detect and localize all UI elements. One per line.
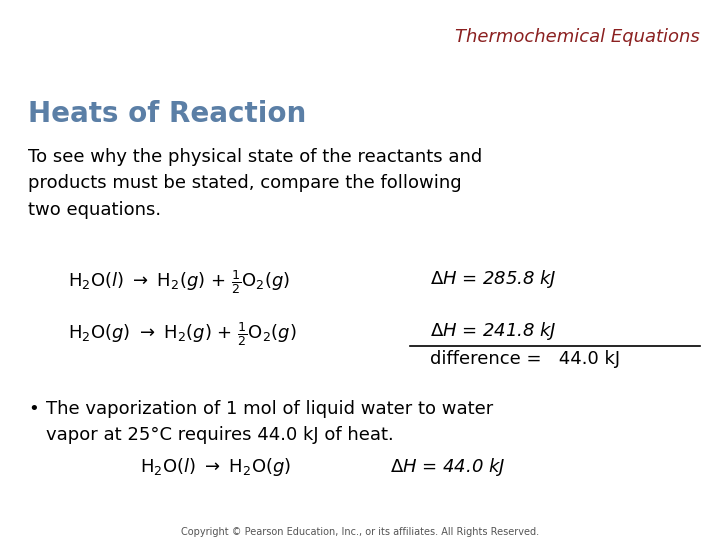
Text: •: • <box>28 400 39 418</box>
Text: difference =   44.0 kJ: difference = 44.0 kJ <box>430 350 620 368</box>
Text: Copyright © Pearson Education, Inc., or its affiliates. All Rights Reserved.: Copyright © Pearson Education, Inc., or … <box>181 527 539 537</box>
Text: H$_2$O($g$) $\rightarrow$ H$_2$($g$) + $\frac{1}{2}$O$_2$($g$): H$_2$O($g$) $\rightarrow$ H$_2$($g$) + $… <box>68 320 297 348</box>
Text: The vaporization of 1 mol of liquid water to water
vapor at 25°C requires 44.0 k: The vaporization of 1 mol of liquid wate… <box>46 400 493 444</box>
Text: $\Delta H$ = 285.8 kJ: $\Delta H$ = 285.8 kJ <box>430 268 557 290</box>
Text: Thermochemical Equations: Thermochemical Equations <box>455 28 700 46</box>
Text: H$_2$O($l$) $\rightarrow$ H$_2$($g$) + $\frac{1}{2}$O$_2$($g$): H$_2$O($l$) $\rightarrow$ H$_2$($g$) + $… <box>68 268 290 296</box>
Text: H$_2$O($l$) $\rightarrow$ H$_2$O($g$): H$_2$O($l$) $\rightarrow$ H$_2$O($g$) <box>140 456 292 478</box>
Text: $\Delta H$ = 44.0 kJ: $\Delta H$ = 44.0 kJ <box>390 456 505 478</box>
Text: $\Delta H$ = 241.8 kJ: $\Delta H$ = 241.8 kJ <box>430 320 557 342</box>
Text: To see why the physical state of the reactants and
products must be stated, comp: To see why the physical state of the rea… <box>28 148 482 219</box>
Text: Heats of Reaction: Heats of Reaction <box>28 100 306 128</box>
